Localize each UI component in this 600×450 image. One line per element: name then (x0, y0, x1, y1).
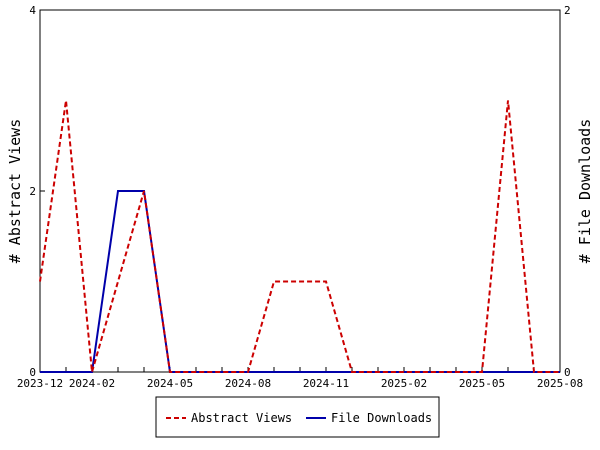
y-right-axis-title: # File Downloads (576, 119, 594, 264)
y-right-tick-label: 2 (564, 4, 571, 17)
x-tick-label: 2024-08 (225, 377, 271, 390)
series-line-abstract-views (39, 100, 560, 373)
y-left-axis-title: # Abstract Views (6, 119, 24, 264)
legend: Abstract Views File Downloads (155, 396, 440, 438)
y-left-tick-label: 0 (29, 366, 36, 379)
y-left-tick-label: 4 (29, 4, 36, 17)
y-right-tick-label: 0 (564, 366, 571, 379)
y-left-tick-label: 2 (29, 185, 36, 198)
legend-label-abstract-views: Abstract Views (191, 411, 292, 425)
x-tick-label: 2024-05 (147, 377, 193, 390)
series-layer (39, 100, 560, 373)
x-tick-label: 2025-08 (537, 377, 583, 390)
x-tick-label: 2025-02 (381, 377, 427, 390)
x-tick-label: 2025-05 (459, 377, 505, 390)
legend-box (155, 396, 440, 438)
x-tick-label: 2024-02 (69, 377, 115, 390)
tick-labels: 2023-12 2024-02 2024-05 2024-08 2024-11 2025-… (17, 4, 583, 390)
x-tick-label: 2023-12 (17, 377, 63, 390)
x-tick-label: 2024-11 (303, 377, 349, 390)
legend-label-file-downloads: File Downloads (331, 411, 432, 425)
